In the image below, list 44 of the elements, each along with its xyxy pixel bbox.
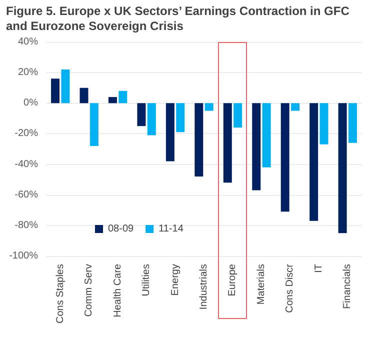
legend-label: 08-09	[108, 224, 134, 234]
bar	[51, 78, 60, 104]
bar	[137, 103, 146, 126]
x-tick-label: Industrials	[198, 264, 210, 310]
bar	[118, 90, 128, 104]
y-tick-label: 20%	[18, 67, 38, 78]
bar	[338, 103, 347, 234]
y-tick-label: -100%	[9, 250, 38, 262]
x-tick-label: Europe	[227, 264, 238, 296]
y-tick-label: -60%	[14, 189, 38, 200]
bar	[80, 88, 88, 104]
x-tick-label: Comm Serv	[84, 264, 95, 317]
bar	[280, 103, 290, 212]
legend-label: 11-14	[158, 224, 184, 234]
y-tick-label: -20%	[14, 128, 38, 140]
y-tick-label: -40%	[14, 158, 38, 170]
x-tick-label: Cons Discr	[284, 263, 296, 313]
bar	[234, 103, 242, 128]
x-tick-label: Financials	[342, 264, 354, 310]
y-tick-label: 40%	[18, 36, 38, 48]
bar	[194, 103, 204, 177]
bar	[262, 103, 271, 168]
bar	[348, 103, 357, 143]
bar	[291, 103, 300, 111]
x-tick-label: Materials	[256, 264, 267, 305]
bar	[176, 103, 185, 132]
bar	[147, 103, 156, 136]
x-tick-label: Health Care	[112, 264, 124, 318]
bar	[90, 103, 98, 146]
x-tick-label: Utilities	[141, 264, 152, 296]
bar	[252, 103, 261, 190]
bar	[320, 103, 328, 144]
bar	[310, 103, 318, 221]
y-tick-label: -80%	[14, 220, 38, 231]
x-tick-label: Energy	[170, 264, 181, 296]
bar	[223, 103, 232, 183]
x-tick-label: IT	[313, 264, 324, 273]
bar	[108, 97, 117, 104]
y-tick-label: 0%	[24, 98, 38, 109]
bar	[166, 103, 174, 162]
bar	[61, 70, 70, 104]
x-tick-label: Cons Staples	[54, 264, 66, 324]
bar	[204, 103, 214, 111]
chart-title: Figure 5. Europe x UK Sectors’ Earnings Contraction in GFC and Eurozone Sovereign Crisis	[5, 3, 350, 34]
